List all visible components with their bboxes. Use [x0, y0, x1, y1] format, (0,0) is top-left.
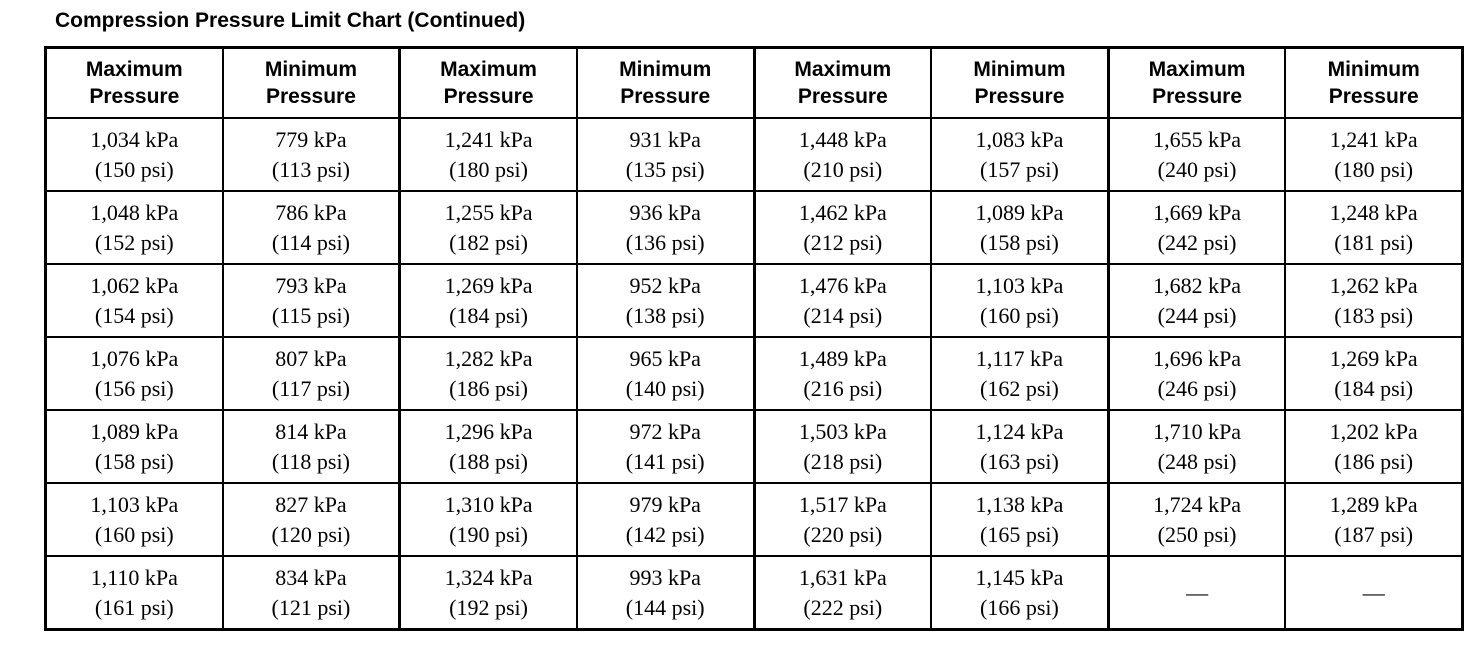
pressure-cell: 1,262 kPa (183 psi) [1285, 263, 1463, 338]
pressure-cell: 1,289 kPa (187 psi) [1285, 482, 1463, 557]
pressure-cell: 931 kPa (135 psi) [576, 117, 756, 192]
pressure-cell: 1,138 kPa (165 psi) [931, 482, 1110, 557]
column-header: Minimum Pressure [931, 46, 1110, 119]
pressure-cell: 1,269 kPa (184 psi) [399, 263, 578, 338]
pressure-cell: 1,241 kPa (180 psi) [1285, 117, 1463, 192]
pressure-cell: 1,296 kPa (188 psi) [399, 409, 578, 484]
column-header: Maximum Pressure [45, 46, 224, 119]
table-row: 1,110 kPa (161 psi) 834 kPa (121 psi) 1,32… [45, 555, 1463, 631]
pressure-cell: 827 kPa (120 psi) [222, 482, 402, 557]
pressure-cell: 1,076 kPa (156 psi) [45, 336, 224, 411]
column-header: Minimum Pressure [1285, 46, 1463, 119]
column-header: Minimum Pressure [576, 46, 756, 119]
pressure-cell: 1,476 kPa (214 psi) [754, 263, 933, 338]
table-row: 1,062 kPa (154 psi) 793 kPa (115 psi) 1,26… [45, 263, 1463, 338]
pressure-cell: 1,103 kPa (160 psi) [931, 263, 1110, 338]
pressure-cell: 1,110 kPa (161 psi) [45, 555, 224, 631]
column-header: Maximum Pressure [754, 46, 933, 119]
pressure-cell: 1,324 kPa (192 psi) [399, 555, 578, 631]
table-row: 1,034 kPa (150 psi) 779 kPa (113 psi) 1,24… [45, 117, 1463, 192]
pressure-cell: 1,682 kPa (244 psi) [1108, 263, 1287, 338]
pressure-cell: 1,202 kPa (186 psi) [1285, 409, 1463, 484]
pressure-cell: 1,089 kPa (158 psi) [931, 190, 1110, 265]
pressure-cell: 1,103 kPa (160 psi) [45, 482, 224, 557]
pressure-cell: 993 kPa (144 psi) [576, 555, 756, 631]
pressure-cell: 1,669 kPa (242 psi) [1108, 190, 1287, 265]
pressure-cell: 936 kPa (136 psi) [576, 190, 756, 265]
table-row: 1,076 kPa (156 psi) 807 kPa (117 psi) 1,28… [45, 336, 1463, 411]
empty-cell: — [1108, 555, 1287, 631]
table-row: 1,103 kPa (160 psi) 827 kPa (120 psi) 1,31… [45, 482, 1463, 557]
pressure-cell: 1,062 kPa (154 psi) [45, 263, 224, 338]
pressure-cell: 1,724 kPa (250 psi) [1108, 482, 1287, 557]
pressure-cell: 1,145 kPa (166 psi) [931, 555, 1110, 631]
pressure-cell: 1,048 kPa (152 psi) [45, 190, 224, 265]
column-header: Maximum Pressure [1108, 46, 1287, 119]
table-body: 1,034 kPa (150 psi) 779 kPa (113 psi) 1,24… [45, 117, 1463, 631]
table-header: Maximum Pressure Minimum Pressure Maximum … [45, 46, 1463, 119]
column-header: Maximum Pressure [399, 46, 578, 119]
pressure-cell: 1,089 kPa (158 psi) [45, 409, 224, 484]
pressure-cell: 979 kPa (142 psi) [576, 482, 756, 557]
pressure-cell: 1,241 kPa (180 psi) [399, 117, 578, 192]
pressure-cell: 1,269 kPa (184 psi) [1285, 336, 1463, 411]
pressure-cell: 1,310 kPa (190 psi) [399, 482, 578, 557]
pressure-cell: 834 kPa (121 psi) [222, 555, 402, 631]
pressure-cell: 1,034 kPa (150 psi) [45, 117, 224, 192]
table-row: 1,048 kPa (152 psi) 786 kPa (114 psi) 1,25… [45, 190, 1463, 265]
pressure-cell: 807 kPa (117 psi) [222, 336, 402, 411]
pressure-cell: 1,255 kPa (182 psi) [399, 190, 578, 265]
pressure-cell: 1,083 kPa (157 psi) [931, 117, 1110, 192]
pressure-cell: 1,631 kPa (222 psi) [754, 555, 933, 631]
pressure-cell: 1,248 kPa (181 psi) [1285, 190, 1463, 265]
pressure-cell: 965 kPa (140 psi) [576, 336, 756, 411]
pressure-cell: 814 kPa (118 psi) [222, 409, 402, 484]
pressure-cell: 779 kPa (113 psi) [222, 117, 402, 192]
pressure-cell: 1,124 kPa (163 psi) [931, 409, 1110, 484]
pressure-cell: 1,282 kPa (186 psi) [399, 336, 578, 411]
pressure-cell: 1,710 kPa (248 psi) [1108, 409, 1287, 484]
pressure-cell: 786 kPa (114 psi) [222, 190, 402, 265]
pressure-cell: 1,517 kPa (220 psi) [754, 482, 933, 557]
pressure-cell: 1,696 kPa (246 psi) [1108, 336, 1287, 411]
compression-pressure-table: Maximum Pressure Minimum Pressure Maximum … [44, 46, 1464, 631]
page-title: Compression Pressure Limit Chart (Contin… [55, 9, 526, 32]
pressure-cell: 972 kPa (141 psi) [576, 409, 756, 484]
pressure-cell: 1,489 kPa (216 psi) [754, 336, 933, 411]
pressure-cell: 1,655 kPa (240 psi) [1108, 117, 1287, 192]
empty-cell: — [1285, 555, 1463, 631]
pressure-cell: 952 kPa (138 psi) [576, 263, 756, 338]
pressure-cell: 1,462 kPa (212 psi) [754, 190, 933, 265]
pressure-cell: 1,503 kPa (218 psi) [754, 409, 933, 484]
table-header-row: Maximum Pressure Minimum Pressure Maximum … [45, 46, 1463, 119]
table-row: 1,089 kPa (158 psi) 814 kPa (118 psi) 1,29… [45, 409, 1463, 484]
pressure-cell: 1,448 kPa (210 psi) [754, 117, 933, 192]
pressure-cell: 1,117 kPa (162 psi) [931, 336, 1110, 411]
pressure-cell: 793 kPa (115 psi) [222, 263, 402, 338]
column-header: Minimum Pressure [222, 46, 402, 119]
